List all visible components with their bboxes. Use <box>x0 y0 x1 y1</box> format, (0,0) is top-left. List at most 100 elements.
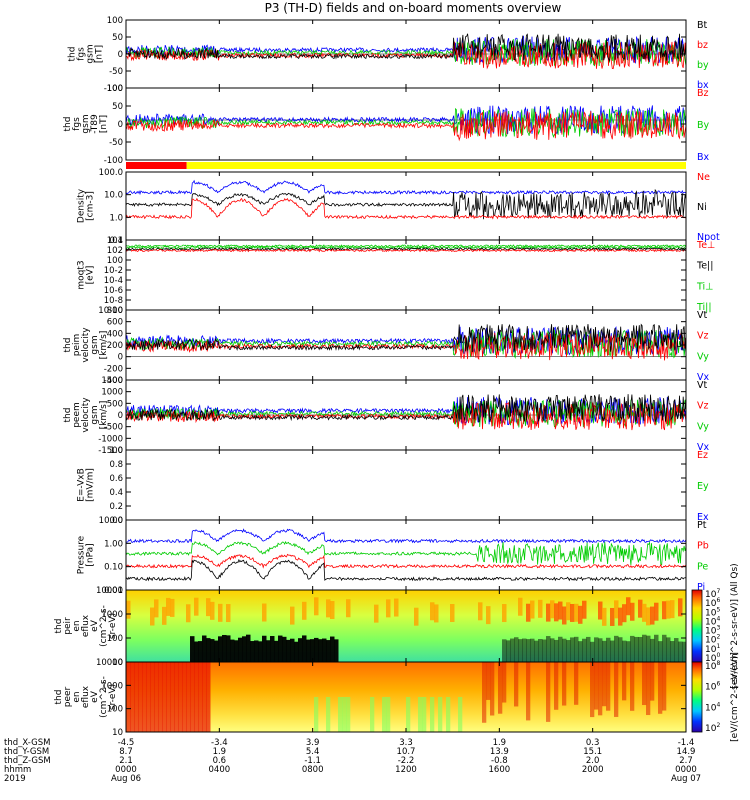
ytick-label: 600 <box>107 318 123 328</box>
ytick-label: -200 <box>104 364 123 374</box>
legend-ex: Ex <box>697 512 709 523</box>
series-bt <box>126 33 686 62</box>
legend-bx: Bx <box>697 152 710 163</box>
legend-vx: Vx <box>697 442 709 453</box>
ylabel-peir: thdpeirenefluxeV(cm^2-s-sr-eV) <box>54 605 118 647</box>
ytick-label: 0.10 <box>104 563 123 573</box>
xaxis-row-label: hhmm <box>4 765 31 775</box>
series-pb <box>126 553 686 569</box>
ytick-label: 1.0 <box>109 213 123 223</box>
ytick-label: 0.1 <box>109 236 123 246</box>
ytick-label: -1000 <box>98 434 123 444</box>
ylabel-temp: moqt3[eV] <box>77 260 96 289</box>
ytick-label: 100 <box>107 705 123 715</box>
xaxis-tick-value: 2.1 <box>119 756 133 766</box>
legend-ne: Ne <box>697 172 710 183</box>
xaxis-tick-value: 14.9 <box>677 747 696 757</box>
xaxis-tick-value: -1.4 <box>678 738 695 748</box>
ytick-label: 10-6 <box>104 286 123 296</box>
colorbar-peer <box>691 661 703 733</box>
xaxis-tick-value: 0.6 <box>213 756 227 766</box>
series-ti⊥ <box>126 245 686 250</box>
series-vt <box>126 323 686 353</box>
xaxis-tick-value: 2.0 <box>586 756 600 766</box>
panel-fgs_gsm: thdfgsgsm[nT] 100 50 0 -50 -100 Bt bz by bx <box>68 16 710 94</box>
ytick-label: -400 <box>104 376 123 386</box>
legend-ni: Ni <box>697 202 707 213</box>
xaxis-tick-value: 10.7 <box>397 747 416 757</box>
colorbar-tick: 102 <box>705 634 720 646</box>
panel-peir: thdpeirenefluxeV(cm^2-s-sr-eV) 10000 1000 1… <box>54 586 720 668</box>
xaxis-tick-value: 2.7 <box>679 756 693 766</box>
ytick-label: 0 <box>118 353 123 363</box>
ytick-label: 0 <box>118 120 123 130</box>
series-vy <box>126 328 686 359</box>
legend-vz: Vz <box>697 331 709 342</box>
xaxis-tick-value: 2000 <box>582 765 604 775</box>
xaxis-tick-value: Aug 07 <box>671 774 701 784</box>
xaxis-tick-value: 0.3 <box>586 738 600 748</box>
ytick-label: -50 <box>109 138 123 148</box>
ytick-label: 100 <box>107 634 123 644</box>
colorbar-label-electron: [eV/(cm^2-s-sr-eV)] <box>730 652 740 742</box>
legend-bt: Bt <box>697 20 708 31</box>
panel-pressure: Pressure[nPa]10.00 1.00 0.10 0.01 Pt Pb Pe Pi <box>77 516 709 596</box>
panel-frame <box>125 449 687 521</box>
xaxis-tick-value: 13.9 <box>490 747 509 757</box>
series-bx <box>126 105 686 135</box>
series-pe <box>126 540 686 566</box>
legend-vy: Vy <box>697 421 709 432</box>
legend-vx: Vx <box>697 372 709 383</box>
xaxis-tick-value: 1200 <box>395 765 417 775</box>
colorbar-peir <box>691 589 703 663</box>
legend-ti⊥: Ti⊥ <box>696 281 713 292</box>
ytick-label: 0 <box>118 50 123 60</box>
ytick-label: 10-8 <box>104 296 123 306</box>
ytick-label: 0.4 <box>109 488 123 498</box>
plot-title: P3 (TH-D) fields and on-board moments ov… <box>265 1 562 15</box>
legend-te||: Te|| <box>696 261 713 272</box>
ylabel-peim_vel: thdpeimvelocitygsm[km/s] <box>63 327 109 363</box>
legend-bz: Bz <box>697 88 709 99</box>
legend-pe: Pe <box>697 561 708 572</box>
ylabel-density: Density[cm-3] <box>77 188 96 223</box>
ytick-label: 10.00 <box>99 516 123 526</box>
ytick-label: 10000 <box>96 658 123 668</box>
ytick-label: 800 <box>107 306 123 316</box>
ytick-label: 102 <box>107 246 123 256</box>
legend-vz: Vz <box>697 401 709 412</box>
xaxis-tick-value: 15.1 <box>583 747 602 757</box>
ytick-label: 100 <box>107 84 123 94</box>
ytick-label: 10-4 <box>104 276 123 286</box>
ytick-label: 400 <box>107 329 123 339</box>
xaxis-tick-value: 8.7 <box>119 747 133 757</box>
ylabel-pressure: Pressure[nPa] <box>77 535 96 574</box>
series-npot <box>126 179 686 196</box>
mode-bar-slow <box>126 162 187 169</box>
xaxis-tick-value: 5.4 <box>306 747 320 757</box>
xaxis-row-label: thd_X-GSM <box>4 738 50 748</box>
ytick-label: 50 <box>112 102 123 112</box>
xaxis-tick-value: 1.9 <box>493 738 507 748</box>
ytick-label: 0.2 <box>109 502 123 512</box>
ytick-label: 1000 <box>101 388 123 398</box>
legend-ti||: Ti|| <box>696 302 712 313</box>
panel-peer: thdpeerenefluxeV(cm^2-s-sr-eV) 10000 1000 1… <box>54 658 720 738</box>
legend-pt: Pt <box>697 520 707 531</box>
ytick-label: 200 <box>107 341 123 351</box>
ytick-label: 1.0 <box>109 446 123 456</box>
ytick-label: 0.8 <box>109 460 123 470</box>
xaxis-row-label: 2019 <box>4 774 26 784</box>
series-pi <box>126 528 686 544</box>
ytick-label: 10 <box>112 658 123 668</box>
series-ni <box>126 188 686 220</box>
legend-te⊥: Te⊥ <box>696 240 715 251</box>
ytick-label: 100.0 <box>99 168 123 178</box>
colorbar-tick: 101 <box>705 643 720 655</box>
colorbar-tick: 103 <box>705 625 720 637</box>
panel-fgs_gsm_t89: thdfgsgsm-T89[nT] 100 50 0 -50 -100 Bz By Bx <box>63 84 710 166</box>
ytick-label: 1.00 <box>104 539 123 549</box>
colorbar-tick: 104 <box>705 701 720 713</box>
